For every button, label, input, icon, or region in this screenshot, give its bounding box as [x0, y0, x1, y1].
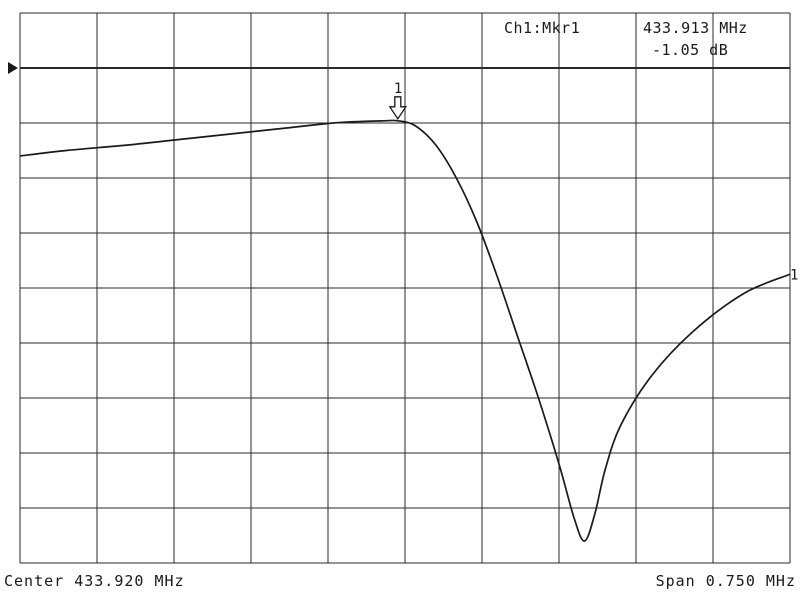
trace-line [19, 119, 791, 542]
marker-readout-channel: Ch1:Mkr1 [504, 19, 580, 37]
reference-level-arrow [8, 62, 18, 74]
trace-end-label: 1 [790, 267, 798, 283]
marker-readout-level: -1.05 dB [652, 41, 728, 59]
markers-group: 1 [388, 81, 408, 120]
marker-readout-frequency: 433.913 MHz [643, 19, 748, 37]
marker-arrow-icon [388, 96, 408, 120]
plot-grid [19, 12, 791, 564]
marker-label: 1 [394, 81, 402, 97]
center-frequency-label: Center 433.920 MHz [4, 572, 185, 590]
span-label: Span 0.750 MHz [655, 572, 796, 590]
reference-arrow-icon [8, 62, 18, 74]
